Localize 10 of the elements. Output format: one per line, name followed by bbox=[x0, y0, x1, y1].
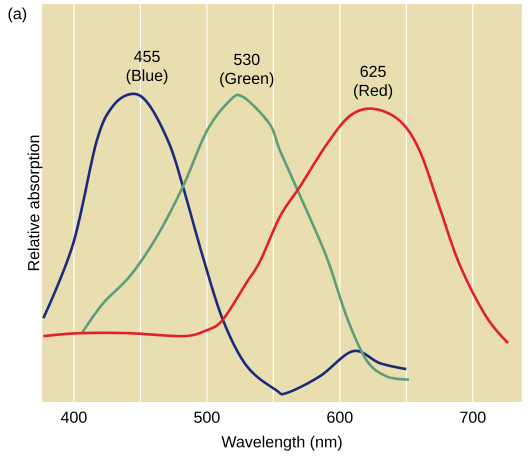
x-axis-title: Wavelength (nm) bbox=[221, 436, 342, 451]
y-axis-title: Relative absorption bbox=[28, 136, 42, 270]
x-tick-label: 700 bbox=[460, 412, 486, 423]
annotation: 530 (Green) bbox=[220, 54, 274, 88]
annotation: 455 (Blue) bbox=[126, 50, 168, 84]
annotation: 625 (Red) bbox=[354, 66, 392, 100]
x-tick-label: 600 bbox=[327, 412, 353, 423]
x-tick-label: 500 bbox=[194, 412, 220, 423]
chart-title: (a) bbox=[8, 8, 26, 22]
x-tick-label: 400 bbox=[60, 412, 87, 423]
